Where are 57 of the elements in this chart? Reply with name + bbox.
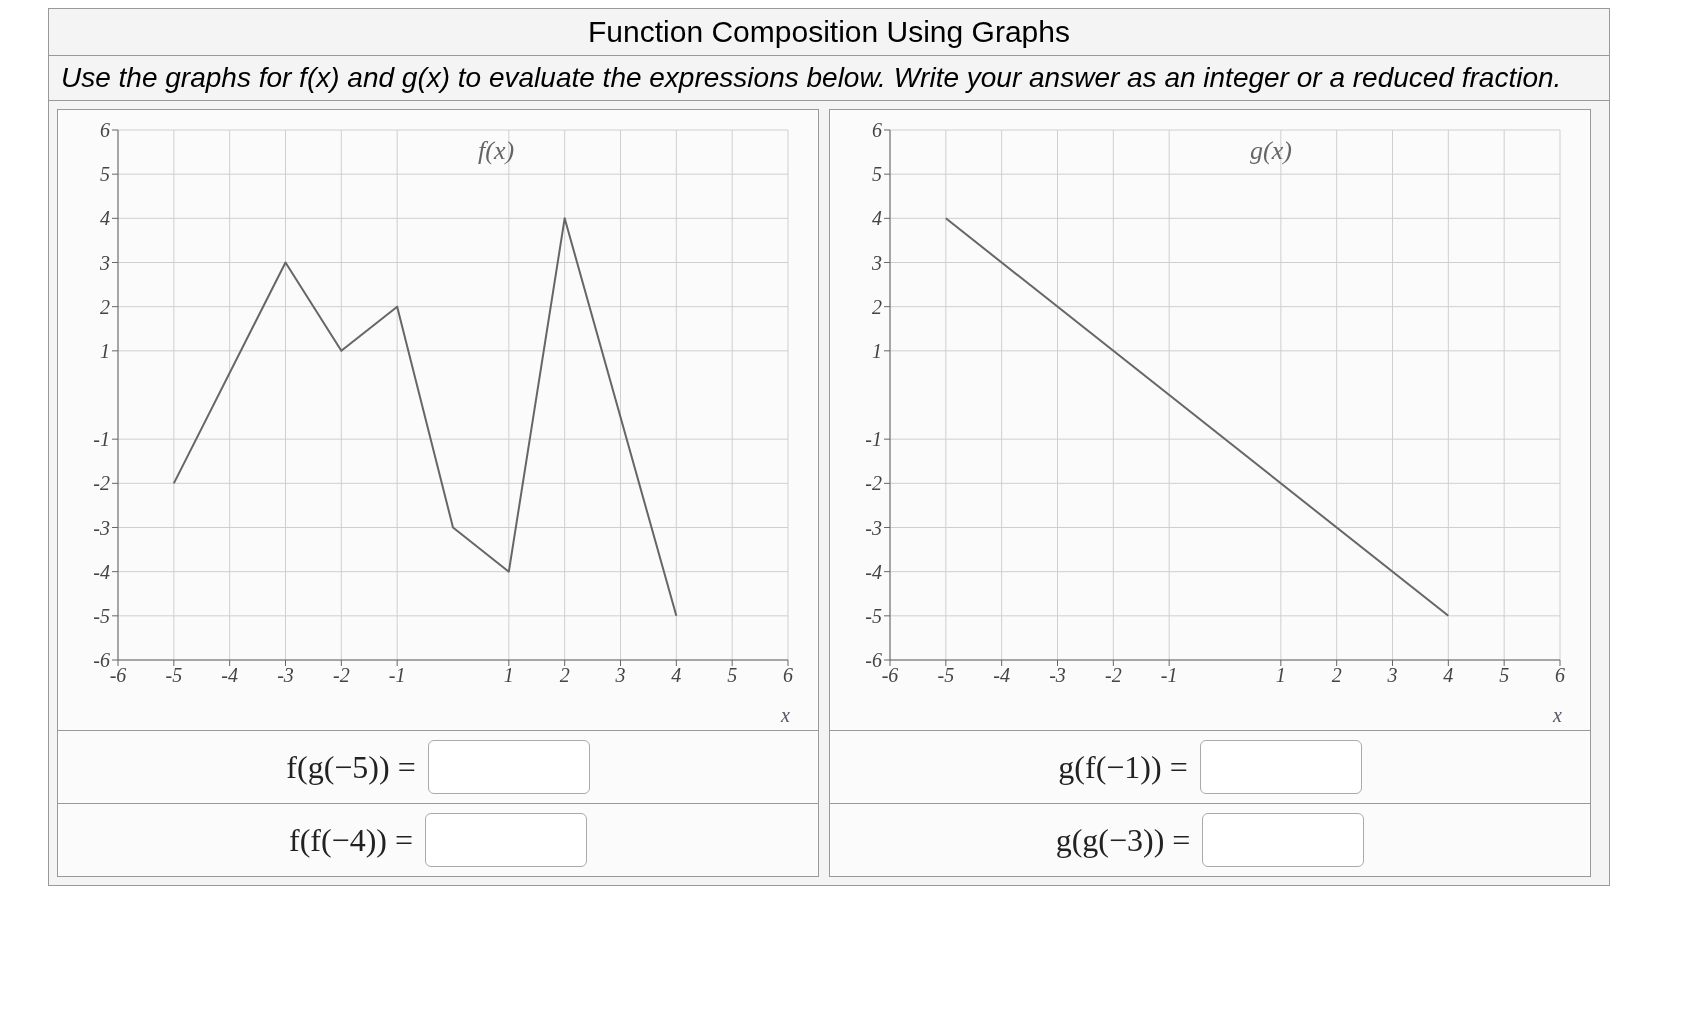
y-tick-label: -4 [93,560,110,583]
chart-subtitle: Use the graphs for f(x) and g(x) to evaluate the expressions below. Write your answer as an integer or a reduced fraction. [49,56,1609,101]
x-tick-label: 6 [1555,664,1565,687]
x-tick-label: 4 [1443,664,1454,687]
y-tick-label: -4 [865,560,882,583]
x-tick-label: 5 [1499,664,1510,687]
x-tick-label: 5 [727,664,738,687]
y-tick-label: 2 [100,295,110,318]
y-tick-label: 2 [872,295,882,318]
y-tick-label: 1 [100,339,110,362]
x-tick-label: 6 [783,664,793,687]
y-tick-label: -3 [93,516,110,539]
y-tick-label: -1 [93,428,110,451]
x-tick-label: 1 [1275,664,1286,687]
x-axis-title: x [780,704,791,726]
chart-title: Function Composition Using Graphs [49,9,1609,56]
x-tick-label: 2 [559,664,570,687]
y-tick-label: 5 [872,163,882,186]
y-tick-label: -5 [93,604,110,627]
x-tick-label: -4 [221,664,238,687]
text: f(f(−4)) = [288,821,414,859]
y-tick-label: -6 [93,649,110,672]
x-tick-label: -1 [1160,664,1178,687]
x-tick-label: 4 [671,664,682,687]
line-series [172,217,678,617]
y-tick-label: -1 [865,428,882,451]
y-tick-label: 3 [871,251,882,274]
x-tick-label: -3 [277,664,294,687]
y-tick-label: -6 [865,649,882,672]
y-tick-label: 1 [872,339,882,362]
text: g(g(−3)) = [1055,821,1191,859]
x-tick-label: -5 [937,664,955,687]
y-tick-label: 6 [100,119,110,142]
x-tick-label: 3 [614,664,626,687]
text: f(g(−5)) = [286,748,416,786]
x-tick-label: -2 [1105,664,1122,687]
y-tick-label: -5 [865,604,882,627]
x-tick-label: 1 [503,664,514,687]
x-tick-label: -1 [388,664,406,687]
text: g(x) [1250,136,1292,166]
y-tick-label: 6 [872,119,882,142]
y-tick-label: 3 [99,251,110,274]
text: f(x) [478,136,515,166]
x-tick-label: -3 [1049,664,1066,687]
y-tick-label: -3 [865,516,882,539]
y-tick-label: 4 [100,207,110,230]
x-tick-label: -5 [165,664,183,687]
x-tick-label: -2 [333,664,350,687]
y-tick-label: -2 [865,472,882,495]
text: g(f(−1)) = [1058,748,1188,786]
y-tick-label: -2 [93,472,110,495]
x-tick-label: -4 [993,664,1010,687]
x-tick-label: 2 [1331,664,1342,687]
x-tick-label: 3 [1386,664,1398,687]
y-tick-label: 4 [872,207,882,230]
y-tick-label: 5 [100,163,110,186]
x-axis-title: x [1552,704,1563,726]
